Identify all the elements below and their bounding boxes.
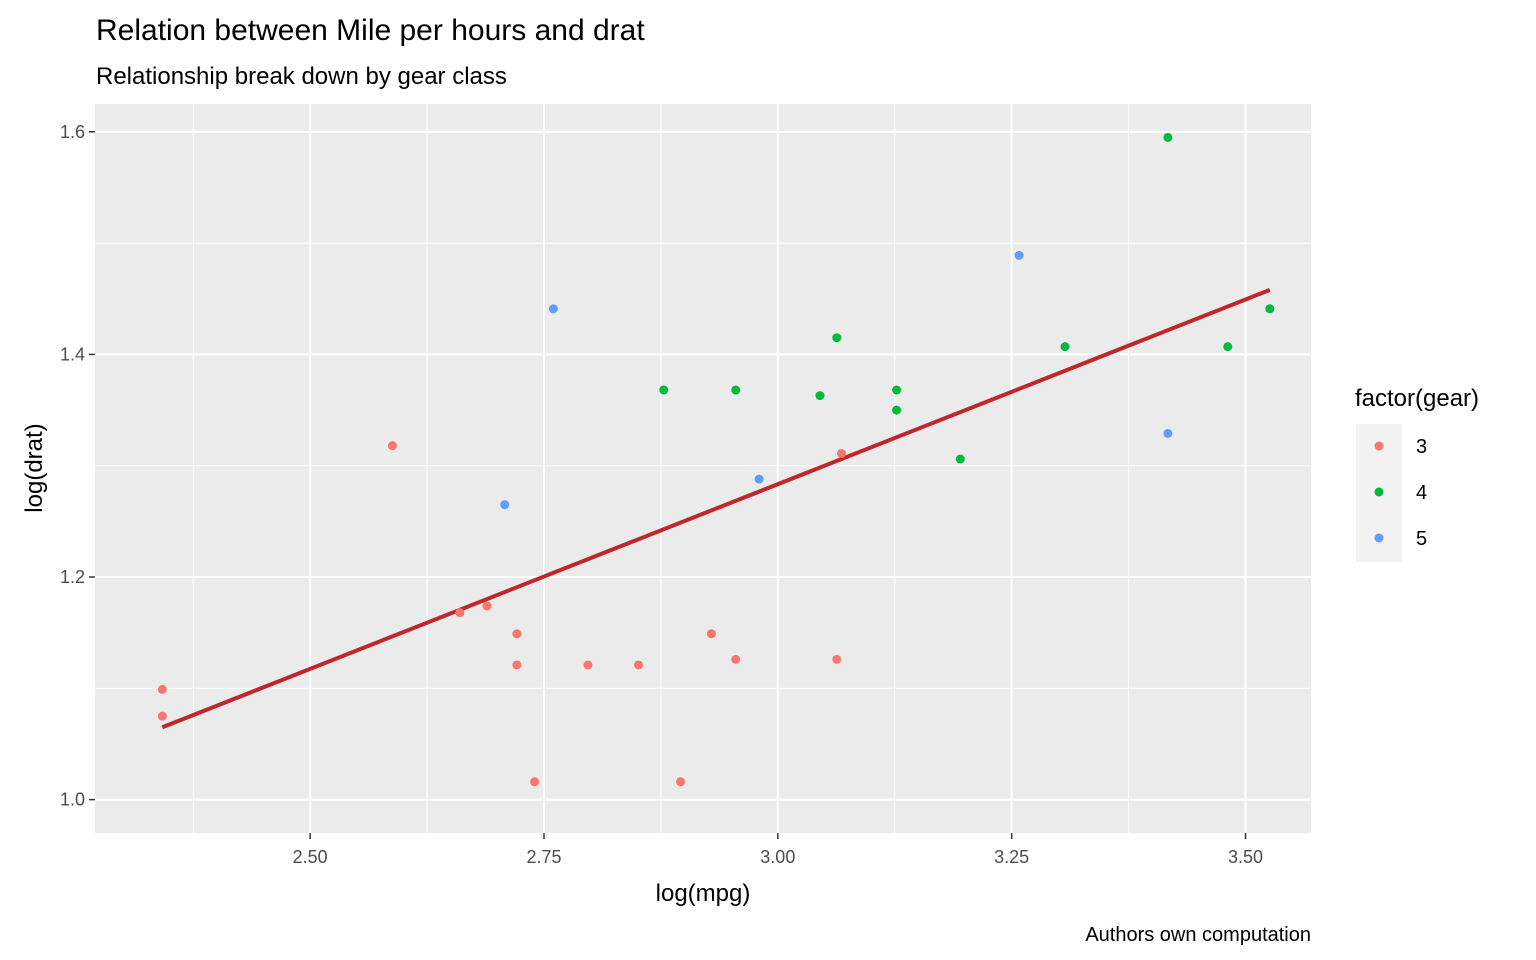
legend-key-5	[1374, 533, 1384, 543]
y-tick-label: 1.4	[60, 344, 85, 364]
point-gear-4	[892, 405, 902, 415]
point-gear-3	[387, 441, 397, 451]
point-gear-3	[530, 777, 540, 787]
point-gear-3	[731, 654, 741, 664]
chart-title: Relation between Mile per hours and drat	[96, 14, 645, 47]
legend: factor(gear) 3 4 5	[1355, 385, 1479, 562]
point-gear-3	[455, 608, 465, 618]
legend-entries: 3 4 5	[1374, 436, 1427, 550]
chart-caption: Authors own computation	[1085, 924, 1311, 946]
point-gear-4	[659, 385, 669, 395]
point-gear-3	[512, 629, 522, 639]
chart-subtitle: Relationship break down by gear class	[96, 63, 507, 90]
point-gear-4	[815, 391, 825, 401]
y-axis-title: log(drat)	[21, 423, 48, 512]
x-tick-label: 3.25	[994, 847, 1029, 867]
legend-label-3: 3	[1416, 436, 1427, 458]
legend-key-4	[1374, 487, 1384, 497]
point-gear-4	[1223, 342, 1233, 352]
point-gear-4	[1060, 342, 1070, 352]
point-gear-3	[157, 684, 167, 694]
point-gear-3	[832, 654, 842, 664]
point-gear-3	[157, 711, 167, 721]
x-axis-title: log(mpg)	[656, 880, 751, 907]
point-gear-5	[548, 304, 558, 314]
x-axis: 2.50 2.75 3.00 3.25 3.50	[293, 833, 1263, 867]
trend-line	[161, 288, 1271, 730]
legend-label-5: 5	[1416, 528, 1427, 550]
x-tick-label: 2.50	[293, 847, 328, 867]
legend-title: factor(gear)	[1355, 385, 1479, 412]
x-tick-label: 3.00	[760, 847, 795, 867]
plot-panel	[95, 104, 1311, 833]
x-tick-label: 2.75	[526, 847, 561, 867]
y-tick-label: 1.6	[60, 122, 85, 142]
y-tick-label: 1.2	[60, 567, 85, 587]
point-gear-3	[836, 448, 846, 458]
gridlines	[95, 104, 1311, 833]
points-layer	[157, 132, 1275, 787]
point-gear-3	[633, 660, 643, 670]
point-gear-4	[1265, 304, 1275, 314]
legend-key-3	[1374, 441, 1384, 451]
y-tick-label: 1.0	[60, 790, 85, 810]
point-gear-3	[512, 660, 522, 670]
x-tick-label: 3.50	[1228, 847, 1263, 867]
point-gear-3	[706, 629, 716, 639]
point-gear-3	[583, 660, 593, 670]
point-gear-5	[500, 500, 510, 510]
point-gear-5	[1014, 250, 1024, 260]
point-gear-5	[1163, 428, 1173, 438]
point-gear-5	[754, 474, 764, 484]
point-gear-4	[731, 385, 741, 395]
point-gear-4	[1163, 132, 1173, 142]
point-gear-4	[832, 333, 842, 343]
point-gear-4	[955, 454, 965, 464]
legend-label-4: 4	[1416, 482, 1427, 504]
point-gear-3	[676, 777, 686, 787]
point-gear-3	[482, 601, 492, 611]
trend-line-layer	[161, 288, 1271, 730]
point-gear-4	[892, 385, 902, 395]
y-axis: 1.0 1.2 1.4 1.6	[60, 122, 95, 810]
